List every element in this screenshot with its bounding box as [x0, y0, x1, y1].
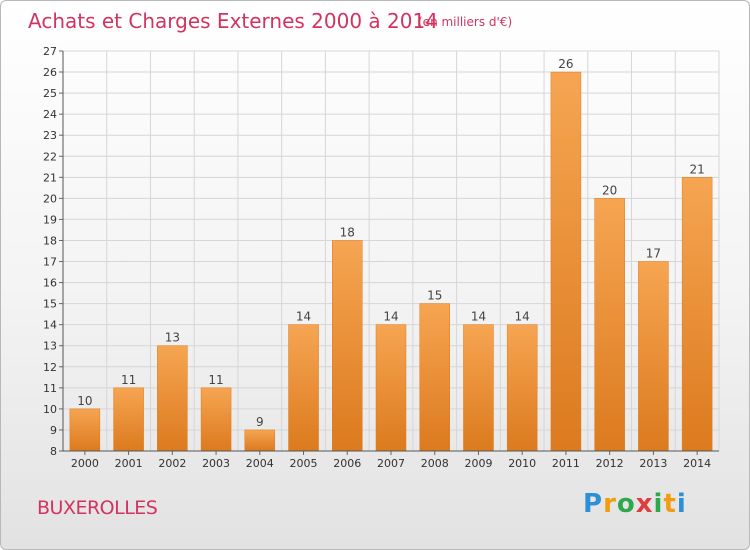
- x-tick-label: 2011: [552, 457, 580, 470]
- data-label: 13: [165, 331, 180, 345]
- logo-letter: i: [676, 489, 687, 519]
- data-label: 21: [689, 162, 704, 176]
- data-label: 26: [558, 57, 573, 71]
- bar-2008: [419, 303, 450, 452]
- place-name: BUXEROLLES: [37, 497, 158, 519]
- y-tick-label: 18: [43, 234, 57, 247]
- y-tick-label: 27: [43, 45, 57, 58]
- data-label: 15: [427, 289, 442, 303]
- y-tick-label: 25: [43, 87, 57, 100]
- y-tick-label: 11: [43, 382, 57, 395]
- y-tick-label: 16: [43, 277, 57, 290]
- bar-2007: [375, 324, 407, 452]
- x-tick-label: 2014: [683, 457, 711, 470]
- bar-2005: [288, 324, 319, 452]
- y-tick-label: 24: [43, 108, 57, 121]
- y-tick-label: 23: [43, 129, 57, 142]
- logo-letter: t: [663, 489, 677, 519]
- y-tick-label: 8: [50, 445, 57, 458]
- x-tick-label: 2012: [596, 457, 624, 470]
- data-label: 20: [602, 183, 617, 197]
- y-tick-label: 12: [43, 361, 57, 374]
- y-tick-label: 13: [43, 340, 57, 353]
- x-tick-label: 2013: [639, 457, 667, 470]
- x-tick-label: 2001: [115, 457, 143, 470]
- x-tick-label: 2000: [71, 457, 99, 470]
- y-tick-label: 17: [43, 256, 57, 269]
- x-tick-label: 2002: [158, 457, 186, 470]
- bar-2009: [463, 324, 494, 452]
- y-tick-label: 21: [43, 171, 57, 184]
- x-tick-label: 2009: [464, 457, 492, 470]
- bar-2011: [550, 71, 582, 452]
- bars: 10 11 13 11 9 14 18 14 15 14 14 26 20 17 21: [69, 57, 713, 452]
- y-tick-label: 15: [43, 298, 57, 311]
- bar-2003: [200, 387, 232, 452]
- logo-letter: r: [603, 489, 617, 519]
- y-tick-label: 14: [43, 319, 57, 332]
- y-tick-label: 26: [43, 66, 57, 79]
- data-label: 11: [121, 373, 136, 387]
- data-label: 17: [646, 247, 661, 261]
- data-label: 11: [208, 373, 223, 387]
- logo-letter: x: [635, 489, 654, 519]
- proxiti-logo[interactable]: Proxiti: [583, 489, 687, 519]
- bar-2006: [332, 240, 363, 452]
- data-label: 9: [256, 415, 264, 429]
- chart-unit: (en milliers d'€): [418, 15, 513, 29]
- bar-2012: [594, 198, 625, 452]
- data-label: 14: [515, 310, 530, 324]
- logo-letter: P: [583, 489, 604, 519]
- x-tick-label: 2008: [421, 457, 449, 470]
- x-tick-label: 2010: [508, 457, 536, 470]
- y-tick-label: 19: [43, 213, 57, 226]
- bar-2001: [113, 387, 144, 452]
- x-tick-label: 2007: [377, 457, 405, 470]
- axes: 8 9 10 11 12 13 14 15 16 17 18 19 20 21 22 23 24 25 26 27 20…: [43, 45, 719, 470]
- x-tick-label: 2004: [246, 457, 274, 470]
- bar-2013: [638, 261, 669, 452]
- bar-2004: [244, 429, 276, 452]
- bar-2010: [506, 324, 538, 452]
- bar-2002: [157, 345, 188, 452]
- data-label: 18: [340, 225, 355, 239]
- y-tick-label: 22: [43, 150, 57, 163]
- data-label: 10: [77, 394, 92, 408]
- y-tick-label: 9: [50, 424, 57, 437]
- x-tick-label: 2003: [202, 457, 230, 470]
- bar-2014: [681, 177, 713, 452]
- x-tick-label: 2006: [333, 457, 361, 470]
- x-tick-label: 2005: [290, 457, 318, 470]
- y-tick-label: 20: [43, 192, 57, 205]
- data-label: 14: [471, 310, 486, 324]
- bar-2000: [69, 408, 101, 452]
- data-label: 14: [383, 310, 398, 324]
- y-tick-label: 10: [43, 403, 57, 416]
- logo-letter: o: [616, 489, 636, 519]
- logo-letter: i: [653, 489, 664, 519]
- data-label: 14: [296, 310, 311, 324]
- chart-title: Achats et Charges Externes 2000 à 2014: [28, 9, 438, 33]
